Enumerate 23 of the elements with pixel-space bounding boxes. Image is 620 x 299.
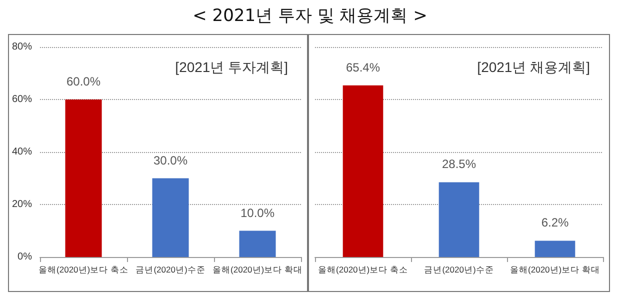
y-tick-label: 60% bbox=[12, 94, 32, 105]
data-label: 28.5% bbox=[442, 157, 476, 172]
x-tick-label: 올해(2020년)보다 확대 bbox=[212, 264, 302, 274]
data-label: 6.2% bbox=[541, 216, 569, 230]
y-tick-label: 40% bbox=[12, 146, 32, 158]
bar bbox=[152, 178, 189, 257]
text: [2021년 투자계획] bbox=[175, 59, 288, 75]
x-tick-label: 올해(2020년)보다 축소 bbox=[38, 264, 128, 274]
y-tick-label: 20% bbox=[12, 199, 32, 210]
data-label: 65.4% bbox=[346, 60, 380, 74]
x-tick-label: 올해(2020년)보다 축소 bbox=[318, 264, 408, 274]
bar bbox=[65, 100, 102, 257]
data-label: 10.0% bbox=[240, 206, 275, 220]
x-tick-label: 올해(2020년)보다 확대 bbox=[510, 264, 600, 274]
y-tick-label: 0% bbox=[18, 252, 32, 262]
data-label: 30.0% bbox=[153, 153, 188, 168]
text: < 2021년 투자 및 채용계획 > bbox=[192, 5, 428, 27]
bar bbox=[239, 230, 276, 257]
x-tick-label: 금년(2020년)수준 bbox=[136, 264, 206, 274]
x-tick-label: 금년(2020년)수준 bbox=[424, 264, 494, 274]
y-tick-label: 80% bbox=[12, 42, 32, 52]
text: [2021년 채용계획] bbox=[477, 59, 590, 75]
data-label: 60.0% bbox=[66, 74, 101, 88]
